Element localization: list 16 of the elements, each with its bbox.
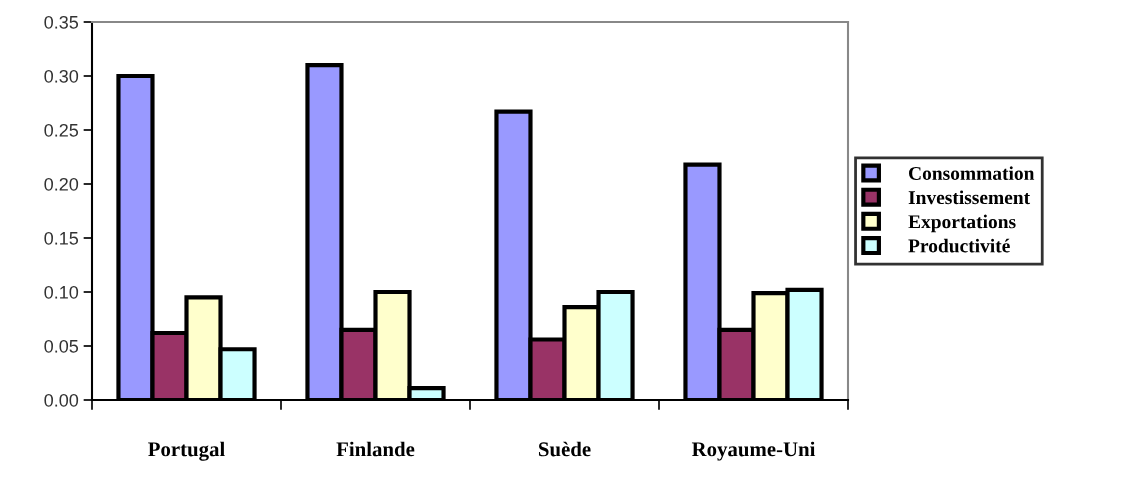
y-tick-label: 0.25 xyxy=(44,123,79,137)
legend-label: Investissement xyxy=(908,190,1031,205)
x-tick-label: Suède xyxy=(538,441,591,457)
legend-label: Productivité xyxy=(908,238,1010,253)
y-tick-label: 0.10 xyxy=(44,285,79,299)
x-tick-label: Royaume-Uni xyxy=(691,441,816,461)
legend-label: Consommation xyxy=(909,166,1035,180)
y-tick-label: 0.20 xyxy=(44,177,79,191)
y-tick-label: 0.35 xyxy=(44,15,79,29)
y-tick-label: 0.00 xyxy=(44,393,79,407)
x-tick-label: Portugal xyxy=(148,441,225,461)
x-tick-label: Finlande xyxy=(336,441,415,457)
y-tick-label: 0.30 xyxy=(44,69,79,83)
y-tick-label: 0.05 xyxy=(44,339,79,353)
legend-label: Exportations xyxy=(908,214,1016,233)
y-tick-label: 0.15 xyxy=(44,231,79,245)
